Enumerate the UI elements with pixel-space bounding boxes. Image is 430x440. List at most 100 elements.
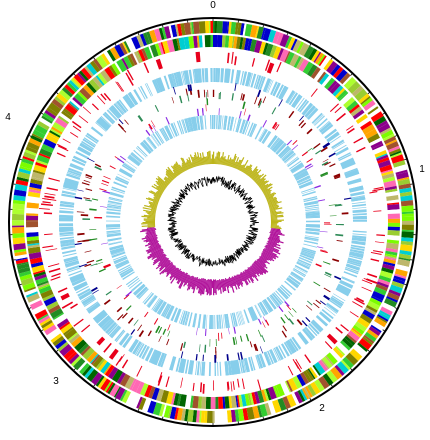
cog-gene-reverse	[265, 388, 272, 401]
ncrna-mark	[38, 208, 50, 210]
gc-skew-negative-bin	[178, 272, 188, 288]
cds-forward	[344, 167, 358, 174]
cds-forward	[73, 155, 87, 164]
gc-skew-negative-bin	[187, 275, 193, 287]
cds-forward	[108, 325, 120, 337]
ncrna-mark	[213, 380, 215, 391]
cog-gene-forward	[313, 51, 322, 63]
cds-forward	[215, 68, 219, 83]
gc-skew-positive-bin	[259, 184, 266, 189]
cds-forward	[249, 357, 254, 371]
cog-gene-forward	[78, 70, 89, 82]
cds-forward	[92, 309, 106, 321]
cds-reverse	[164, 126, 172, 140]
cds-reverse	[209, 115, 212, 130]
gc-skew-negative-bin	[219, 279, 222, 294]
cds-reverse	[264, 298, 274, 312]
feature-mark	[315, 299, 322, 305]
cog-gene-forward	[119, 42, 128, 55]
cog-gene-forward	[240, 23, 245, 36]
cog-gene-reverse	[88, 79, 101, 92]
cds-forward	[302, 329, 313, 341]
cog-gene-forward	[12, 208, 25, 215]
cds-reverse	[254, 305, 262, 318]
cds-forward	[341, 159, 355, 167]
cds-reverse	[221, 314, 224, 329]
cds-forward	[302, 328, 314, 341]
cog-gene-reverse	[289, 53, 300, 67]
cog-gene-forward	[136, 396, 143, 409]
gc-skew-negative-bin	[233, 275, 240, 290]
feature-mark	[323, 294, 331, 300]
gc-skew-negative-bin	[238, 274, 244, 282]
cog-gene-reverse	[317, 71, 327, 83]
cds-forward	[61, 193, 76, 198]
feature-mark	[100, 242, 109, 245]
cog-gene-reverse	[38, 285, 52, 294]
position-label-0: 0	[210, 0, 216, 11]
gc-skew-negative-bin	[224, 279, 227, 287]
cog-gene-reverse	[34, 273, 47, 281]
cds-forward	[278, 85, 287, 99]
cog-gene-forward	[86, 369, 99, 382]
gc-skew-negative-bin	[250, 265, 260, 277]
cds-reverse	[181, 119, 186, 134]
gc-skew-positive-bin	[164, 176, 172, 183]
gc-skew-positive-bin	[141, 225, 156, 227]
gc-skew-positive-bin	[270, 220, 282, 222]
gc-skew-positive-bin	[210, 158, 212, 165]
cds-reverse	[295, 171, 308, 180]
feature-mark	[313, 281, 321, 287]
cds-forward	[199, 361, 202, 376]
cds-reverse	[170, 123, 178, 137]
cog-gene-reverse	[332, 85, 344, 97]
cog-gene-reverse	[210, 35, 213, 48]
gc-skew-negative-bin	[269, 234, 280, 238]
cog-gene-forward	[59, 89, 71, 101]
cds-forward	[64, 179, 79, 185]
cog-gene-forward	[373, 115, 387, 127]
cds-forward	[67, 171, 81, 178]
cog-gene-forward	[105, 381, 114, 393]
cds-reverse	[275, 290, 286, 302]
cds-reverse	[248, 123, 256, 137]
cds-reverse	[259, 301, 268, 315]
gc-skew-positive-bin	[267, 198, 277, 204]
cog-gene-forward	[14, 183, 28, 192]
cds-reverse	[277, 288, 288, 300]
gc-skew-negative-bin	[187, 276, 191, 284]
cds-reverse	[202, 314, 205, 329]
cog-track-forward	[12, 21, 414, 423]
cog-gene-forward	[395, 169, 408, 175]
cds-forward	[352, 213, 367, 215]
cog-gene-forward	[392, 160, 406, 168]
gc-skew-negative-bin	[148, 242, 160, 249]
cds-forward	[291, 94, 301, 107]
cds-reverse	[281, 150, 294, 161]
gc-skew-negative-bin	[233, 276, 237, 285]
cog-gene-reverse	[63, 326, 74, 336]
gc-skew-positive-bin	[268, 200, 279, 206]
cds-reverse	[304, 202, 319, 206]
cds-forward	[298, 332, 309, 345]
gc-skew-positive-bin	[142, 207, 157, 211]
cds-forward	[69, 272, 84, 280]
cds-reverse	[205, 314, 208, 329]
feature-mark	[306, 128, 313, 135]
cds-reverse	[174, 308, 181, 323]
outer-backbone-ring	[8, 17, 418, 427]
gc-skew-positive-bin	[194, 152, 199, 166]
cds-reverse	[259, 129, 268, 143]
cog-gene-forward	[383, 297, 398, 308]
cog-gene-forward	[399, 187, 412, 194]
cog-gene-reverse	[27, 191, 41, 198]
gc-skew-negative-bin	[159, 259, 171, 270]
cog-gene-forward	[184, 409, 189, 422]
gc-skew-positive-bin	[188, 157, 194, 168]
cog-gene-forward	[340, 359, 351, 371]
cds-reverse	[109, 245, 124, 250]
cog-gene-reverse	[52, 312, 64, 321]
cds-reverse	[304, 237, 319, 241]
feature-mark	[240, 93, 243, 101]
cds-reverse	[266, 297, 276, 310]
